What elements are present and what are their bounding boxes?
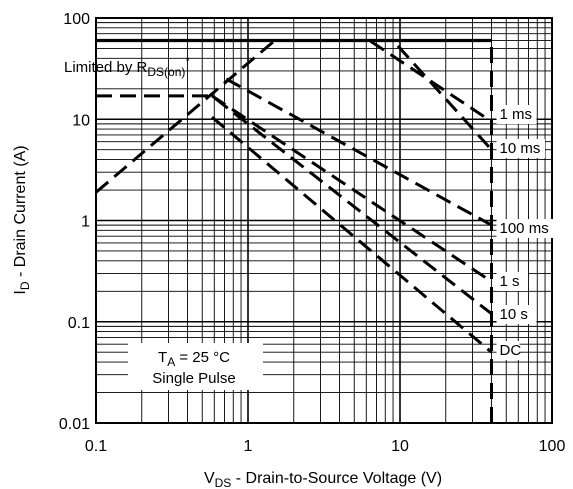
curve-labels: 1 ms 10 ms 100 ms 1 s 10 s DC (496, 105, 554, 360)
series-dc-line (211, 115, 493, 354)
x-tick-label: 100 (539, 438, 566, 455)
curve-label: 1 s (500, 273, 520, 290)
x-axis-title: VDS - Drain-to-Source Voltage (V) (204, 470, 442, 489)
series-10s-line (96, 94, 493, 315)
series-lines (95, 39, 493, 354)
curve-label-bg (496, 305, 537, 324)
temperature-label: TA = 25 °C (158, 349, 230, 369)
series-1ms-line (274, 39, 493, 123)
curve-label-bg (496, 105, 537, 124)
curve-label: DC (500, 342, 522, 359)
y-tick-label: 10 (72, 112, 90, 129)
curve-label-bg (496, 219, 554, 238)
curve-label-bg (496, 272, 529, 291)
x-tick-label: 0.1 (85, 438, 107, 455)
series-10ms-line (95, 39, 493, 194)
curve-label-bg (496, 341, 520, 360)
y-tick-label: 1 (81, 214, 90, 231)
y-axis-title: ID - Drain Current (A) (12, 145, 32, 294)
curve-label: 1 ms (500, 106, 533, 123)
x-tick-labels: 0.1 1 10 100 (85, 438, 566, 455)
series-100ms-line (225, 77, 493, 227)
single-pulse-label: Single Pulse (152, 370, 235, 387)
curve-label-bg (496, 139, 546, 158)
limited-by-rdson-label: Limited by RDS(on)* (64, 54, 190, 79)
curve-label: 10 s (500, 306, 528, 323)
x-tick-label: 1 (244, 438, 253, 455)
y-tick-label: 0.1 (68, 315, 90, 332)
y-tick-labels: 0.01 0.1 1 10 100 (59, 11, 90, 433)
curve-label: 100 ms (500, 220, 549, 237)
conditions-box-bg (128, 343, 263, 390)
y-tick-label: 0.01 (59, 416, 90, 433)
series-1s-line (211, 94, 493, 283)
curve-label: 10 ms (500, 140, 541, 157)
x-tick-label: 10 (391, 438, 409, 455)
y-tick-label: 100 (63, 11, 90, 28)
